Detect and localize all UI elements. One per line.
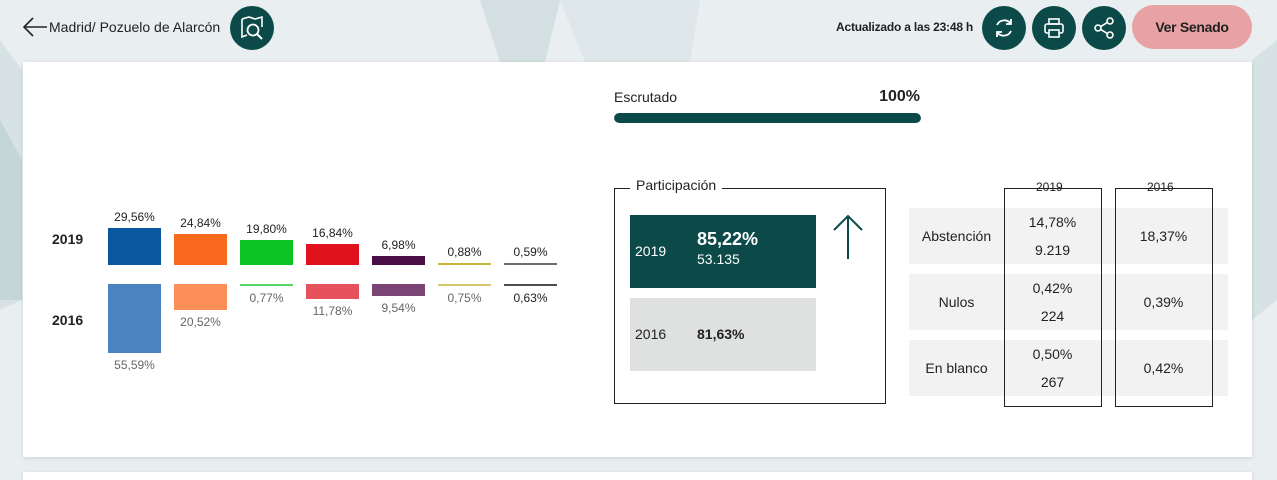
bar-2019-2 (174, 233, 227, 265)
bar-2019-4 (306, 243, 359, 265)
participacion-2016-pct: 81,63% (697, 326, 745, 342)
location-breadcrumb[interactable]: Madrid/ Pozuelo de Alarcón (49, 19, 221, 35)
en-blanco-pct-2016: 0,42% (1143, 360, 1184, 376)
next-card (23, 472, 1252, 480)
en-blanco-abs-2019: 267 (1040, 374, 1065, 390)
bar-2016-label-6: 0,75% (447, 291, 482, 305)
year-label-2019: 2019 (52, 231, 84, 247)
column-title-2019: 2019 (1036, 180, 1063, 194)
participacion-box (614, 188, 886, 404)
bar-2019-1 (108, 228, 161, 265)
back-arrow-icon[interactable] (22, 16, 48, 38)
share-icon (1094, 17, 1114, 39)
bar-2016-2 (174, 284, 227, 310)
year-label-2016: 2016 (52, 312, 84, 328)
escrutado-progress-fill (614, 113, 921, 123)
bar-2016-label-1: 55,59% (114, 358, 155, 373)
bar-2016-3 (240, 284, 293, 286)
column-title-2016: 2016 (1147, 180, 1174, 194)
row-label-nulos: Nulos (938, 294, 975, 310)
bar-2016-7 (504, 284, 557, 286)
bar-2016-label-7: 0,63% (513, 291, 548, 305)
bar-2016-label-4: 11,78% (312, 303, 353, 318)
abstencion-pct-2016: 18,37% (1139, 228, 1188, 244)
escrutado-progress (614, 113, 921, 123)
participacion-2016: 2016 81,63% (630, 298, 816, 371)
participacion-2019: 2019 85,22% 53.135 (630, 215, 816, 288)
share-button[interactable] (1082, 6, 1126, 50)
en-blanco-pct-2019: 0,50% (1032, 346, 1073, 362)
search-map-icon (241, 15, 263, 40)
print-button[interactable] (1032, 6, 1076, 50)
bar-2019-label-6: 0,88% (447, 245, 482, 259)
row-en-blanco (909, 340, 1228, 396)
column-box-2016 (1115, 188, 1213, 407)
row-label-en-blanco: En blanco (925, 360, 988, 376)
nulos-abs-2019: 224 (1040, 308, 1065, 324)
bar-2019-label-7: 0,59% (513, 245, 548, 259)
abstencion-abs-2019: 9.219 (1034, 242, 1071, 258)
search-map-button[interactable] (230, 6, 274, 50)
bar-2019-6 (438, 263, 491, 265)
bar-2019-5 (372, 256, 425, 265)
ver-senado-button[interactable]: Ver Senado (1132, 5, 1252, 49)
bar-2016-label-2: 20,52% (180, 314, 221, 329)
updated-time: Actualizado a las 23:48 h (836, 20, 974, 34)
participacion-2016-year: 2016 (635, 326, 667, 342)
bar-2019-label-3: 19,80% (246, 222, 287, 237)
abstencion-pct-2019: 14,78% (1028, 214, 1077, 230)
bar-2019-label-1: 29,56% (114, 210, 155, 225)
participacion-title: Participación (630, 177, 723, 193)
column-box-2019 (1004, 188, 1102, 407)
participacion-2019-pct: 85,22% (697, 229, 759, 249)
participacion-2019-year: 2019 (635, 243, 667, 259)
escrutado-label: Escrutado (614, 89, 678, 105)
row-label-abstencion: Abstención (921, 228, 992, 244)
bar-2016-6 (438, 284, 491, 286)
bar-2019-7 (504, 263, 557, 265)
arrow-up-icon (833, 214, 863, 259)
nulos-pct-2019: 0,42% (1032, 280, 1073, 296)
escrutado-value: 100% (879, 88, 920, 105)
participacion-2019-abs: 53.135 (697, 251, 740, 267)
print-icon (1044, 18, 1064, 38)
bar-2016-label-5: 9,54% (381, 300, 416, 315)
bar-2019-label-2: 24,84% (180, 215, 221, 230)
row-nulos (909, 274, 1228, 330)
nulos-pct-2016: 0,39% (1143, 294, 1184, 310)
row-abstencion (909, 208, 1228, 264)
bar-2019-3 (240, 240, 293, 265)
bar-2016-4 (306, 284, 359, 299)
refresh-button[interactable] (982, 6, 1026, 50)
bar-2019-label-5: 6,98% (381, 238, 416, 253)
refresh-icon (996, 19, 1012, 37)
bar-2016-label-3: 0,77% (249, 291, 284, 305)
bar-2016-5 (372, 284, 425, 296)
bar-2019-label-4: 16,84% (312, 225, 353, 240)
bar-2016-1 (108, 284, 161, 354)
